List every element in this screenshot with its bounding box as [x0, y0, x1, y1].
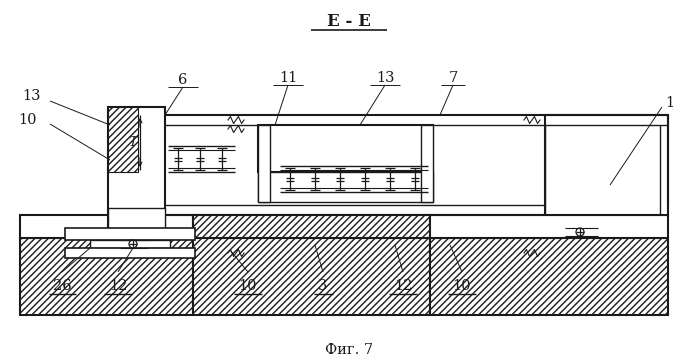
Bar [193, 215, 430, 238]
Text: 26: 26 [52, 279, 71, 293]
Text: 10: 10 [19, 113, 37, 127]
Bar [108, 208, 165, 235]
Text: 10: 10 [453, 279, 471, 293]
Bar [193, 238, 430, 315]
Text: 1: 1 [665, 96, 675, 110]
Text: Фиг. 7: Фиг. 7 [325, 343, 373, 357]
Text: 13: 13 [23, 89, 41, 103]
Bar [65, 228, 195, 240]
Bar [20, 238, 193, 315]
Bar [430, 238, 668, 315]
Bar [108, 107, 138, 172]
Text: 7: 7 [448, 71, 458, 85]
Bar [258, 172, 433, 202]
Text: 11: 11 [279, 71, 297, 85]
Text: Т: Т [129, 135, 138, 149]
Bar [258, 125, 433, 172]
Bar [430, 215, 668, 238]
Bar [421, 125, 433, 202]
Bar [108, 107, 165, 235]
Bar [545, 115, 668, 215]
Bar [65, 248, 195, 258]
Text: 3: 3 [318, 279, 328, 293]
Circle shape [576, 228, 584, 236]
Bar [258, 125, 270, 202]
Bar [90, 240, 170, 248]
Text: 12: 12 [109, 279, 127, 293]
Text: 6: 6 [178, 73, 188, 87]
Bar [20, 215, 193, 238]
Text: 10: 10 [239, 279, 257, 293]
Text: 12: 12 [394, 279, 412, 293]
Text: Е - Е: Е - Е [327, 13, 371, 31]
Text: 13: 13 [376, 71, 394, 85]
Circle shape [129, 240, 137, 248]
